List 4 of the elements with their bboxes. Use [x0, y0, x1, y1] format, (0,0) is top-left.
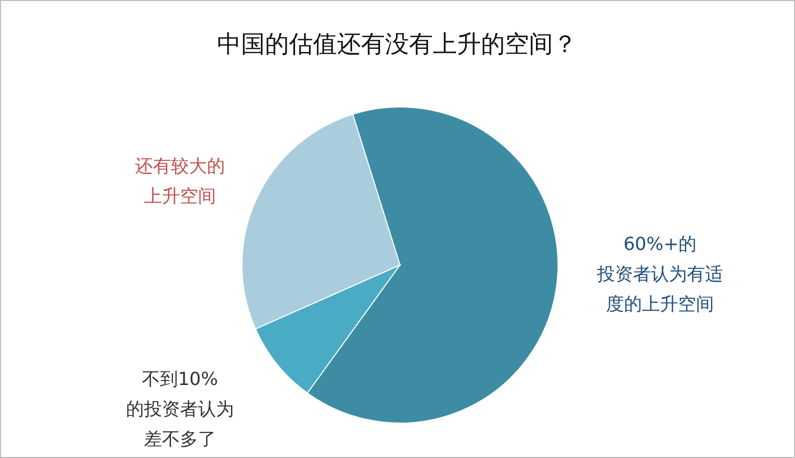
slice-label: 60%+的投资者认为有适度的上升空间	[596, 234, 723, 315]
slice-label: 不到10%的投资者认为差不多了	[126, 369, 234, 450]
chart-title: 中国的估值还有没有上升的空间？	[217, 30, 577, 58]
slice-label: 还有较大的上升空间	[135, 156, 225, 207]
